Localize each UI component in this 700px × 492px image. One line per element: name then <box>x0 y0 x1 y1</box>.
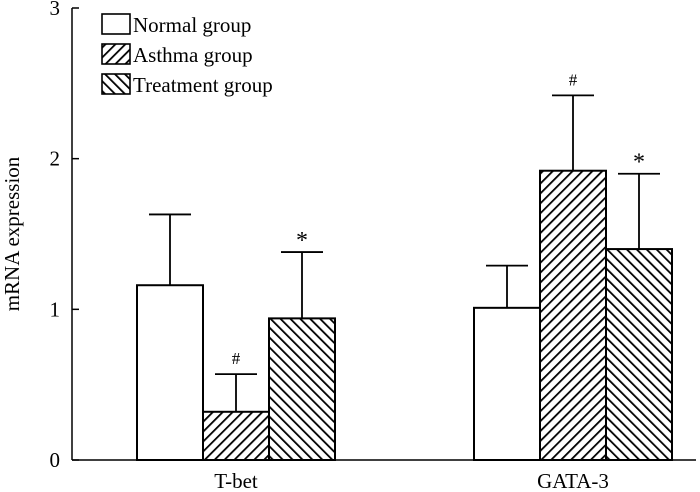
y-tick-label: 2 <box>50 147 61 171</box>
x-category-label: GATA-3 <box>537 469 609 492</box>
legend-label: Asthma group <box>133 43 253 67</box>
axes <box>71 8 696 461</box>
y-tick-label: 1 <box>50 297 61 321</box>
legend-swatch <box>101 73 131 95</box>
y-tick-label: 0 <box>50 448 61 472</box>
bar-normal-group-gata-3 <box>473 306 541 461</box>
annotations-layer: # # * * <box>232 70 645 368</box>
y-axis-title: mRNA expression <box>0 156 24 311</box>
legend-label: Treatment group <box>133 73 273 97</box>
x-category-label: T-bet <box>214 469 258 492</box>
bar-treatment-group-t-bet <box>268 317 336 461</box>
bar-asthma-group-t-bet <box>202 410 270 461</box>
bar-asthma-group-gata-3 <box>539 169 607 461</box>
legend: Normal group Asthma group Treatment group <box>101 13 273 97</box>
bars-layer <box>136 169 673 461</box>
significance-star: * <box>633 150 645 176</box>
legend-swatch <box>101 13 131 35</box>
x-category-labels: T-bet GATA-3 <box>214 469 609 492</box>
legend-swatch <box>101 43 131 65</box>
significance-hash: # <box>569 70 578 89</box>
bar-normal-group-t-bet <box>136 284 204 461</box>
y-tick-label: 3 <box>50 0 61 20</box>
significance-star: * <box>296 228 308 254</box>
legend-label: Normal group <box>133 13 251 37</box>
error-bars-layer <box>149 94 660 412</box>
significance-hash: # <box>232 349 241 368</box>
bar-treatment-group-gata-3 <box>605 248 673 461</box>
y-ticks: 0 1 2 3 <box>50 0 79 472</box>
